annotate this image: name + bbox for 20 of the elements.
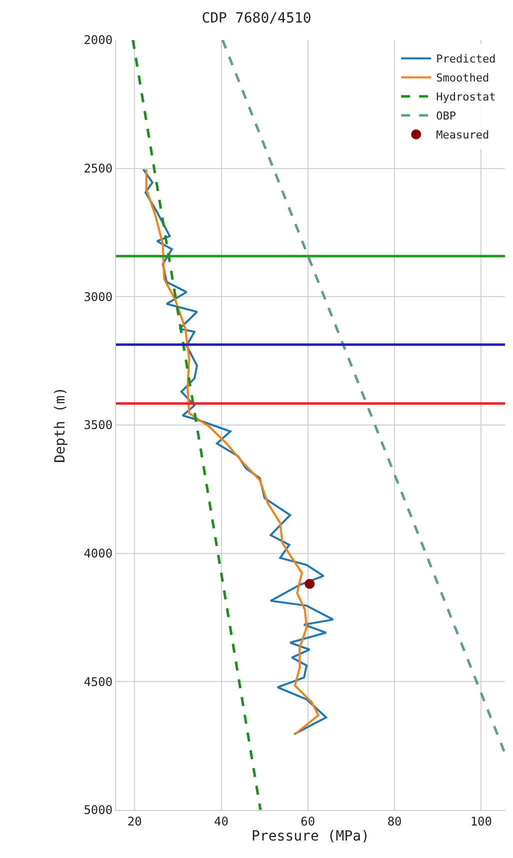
y-axis-title: Depth (m) <box>52 387 68 463</box>
x-tick-label: 40 <box>214 814 228 828</box>
legend-label: Measured <box>436 128 490 142</box>
legend-label: OBP <box>436 110 456 123</box>
x-tick-label: 60 <box>300 814 316 828</box>
y-tick-label: 3500 <box>84 418 113 432</box>
y-tick-label: 5000 <box>84 803 113 818</box>
x-axis-title: Pressure (MPa) <box>251 828 370 844</box>
x-tick-label: 20 <box>127 814 142 828</box>
legend-label: Hydrostat <box>436 90 496 104</box>
legend-label: Predicted <box>436 52 496 66</box>
x-tick-label: 80 <box>387 814 402 828</box>
y-tick-label: 3000 <box>84 290 113 304</box>
x-tick-label: 100 <box>470 814 492 828</box>
y-tick-label: 4500 <box>84 674 113 689</box>
chart-title: CDP 7680/4510 <box>202 10 312 27</box>
legend-label: Smoothed <box>436 72 490 85</box>
y-tick-label: 4000 <box>84 546 113 561</box>
y-tick-label: 2000 <box>84 33 113 48</box>
y-tick-label: 2500 <box>84 162 113 176</box>
